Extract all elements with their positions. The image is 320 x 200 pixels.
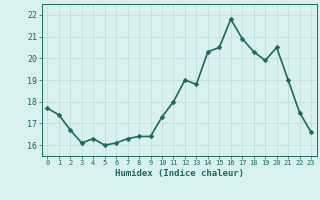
X-axis label: Humidex (Indice chaleur): Humidex (Indice chaleur) <box>115 169 244 178</box>
